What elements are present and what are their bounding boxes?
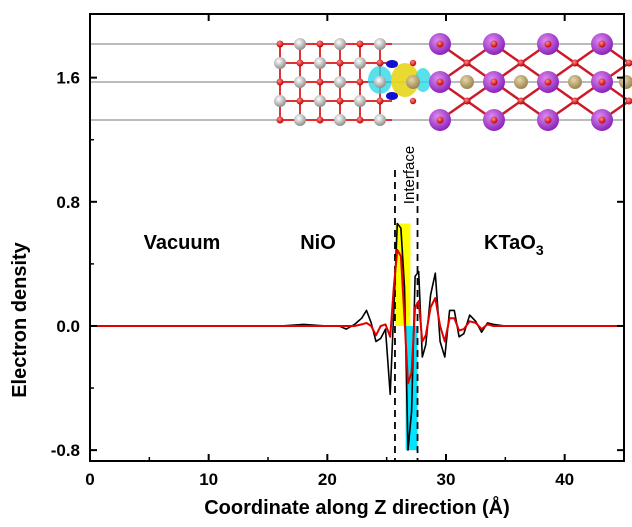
label-ktao3: KTaO3 [484,232,544,258]
label-interface: Interface [401,146,418,204]
label-vacuum: Vacuum [144,232,221,254]
y-axis-title: Electron density [9,241,31,397]
x-tick-label: 30 [437,470,456,489]
y-tick-label: 1.6 [56,69,80,88]
y-axis-ticks: -0.8 0.0 0.8 1.6 [51,69,624,460]
series-line-0 [90,222,624,451]
x-tick-label: 10 [199,470,218,489]
y-tick-label: 0.8 [56,193,80,212]
y-tick-label: -0.8 [51,441,80,460]
x-tick-label: 20 [318,470,337,489]
y-tick-label: 0.0 [56,317,80,336]
series-layer [90,222,624,451]
label-nio: NiO [300,232,336,254]
series-line-1 [90,248,624,385]
x-axis-title: Coordinate along Z direction (Å) [204,495,510,519]
x-tick-label: 0 [85,470,94,489]
interface-lines [394,170,419,461]
plot-frame [89,13,625,462]
x-axis-ticks: 0 10 20 30 40 [85,14,574,489]
label-ktao3-main: KTaO [484,232,536,254]
label-ktao3-subscript: 3 [536,242,544,258]
atomic-structure-inset [90,33,632,131]
x-tick-label: 40 [555,470,574,489]
